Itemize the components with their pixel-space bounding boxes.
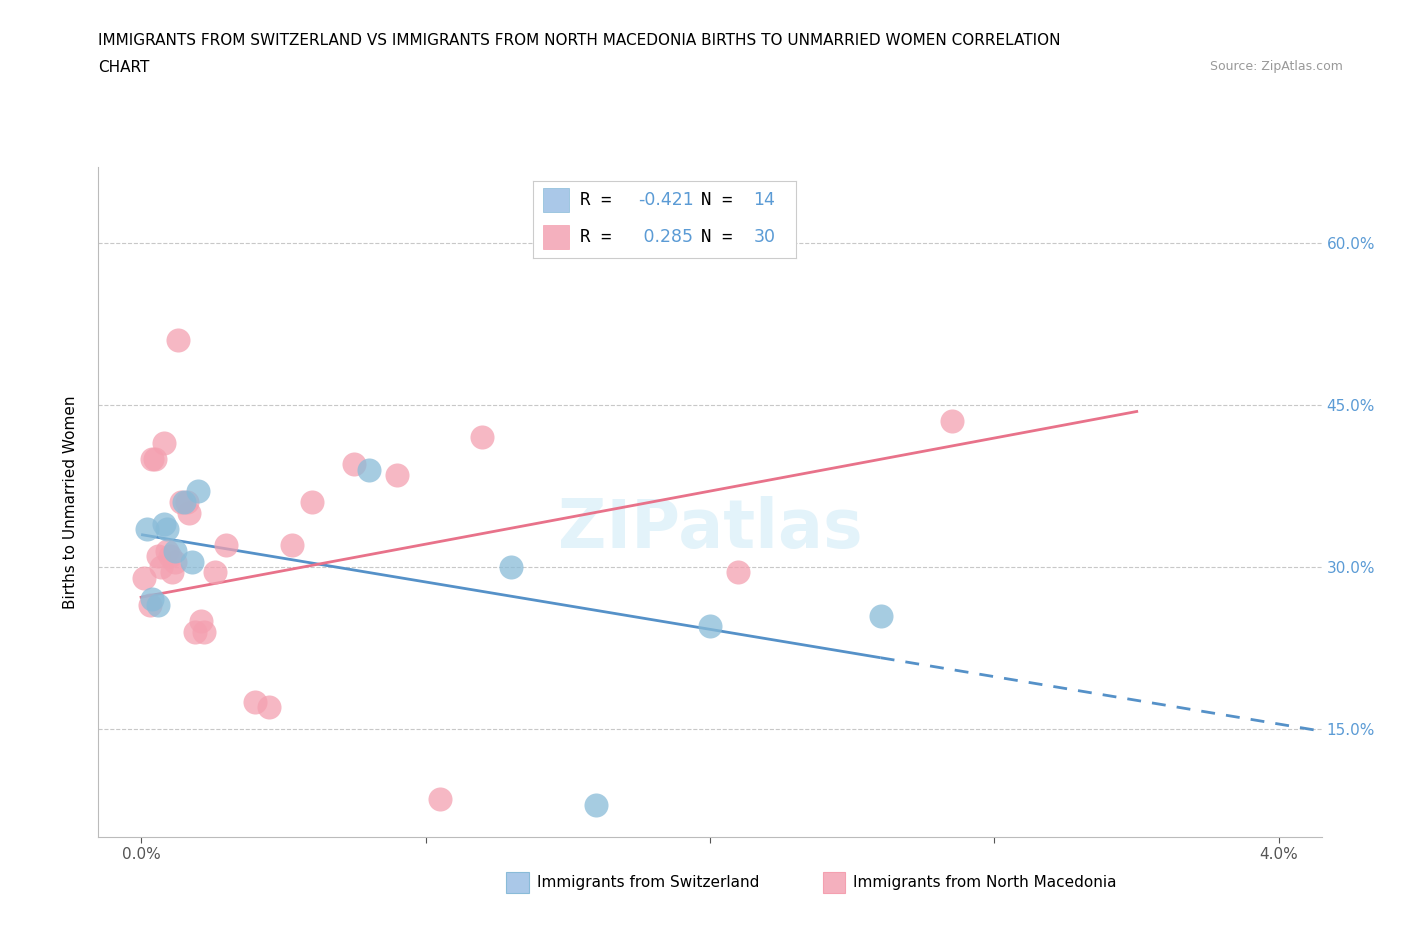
Point — [941, 414, 963, 429]
Point — [165, 543, 187, 558]
Text: CHART: CHART — [98, 60, 150, 75]
Point — [156, 522, 179, 537]
Point — [301, 495, 323, 510]
Point — [146, 597, 169, 612]
Point — [357, 462, 380, 477]
Point — [184, 624, 207, 639]
Point — [179, 506, 201, 521]
Point — [699, 619, 721, 634]
Point — [143, 452, 166, 467]
Text: Source: ZipAtlas.com: Source: ZipAtlas.com — [1209, 60, 1343, 73]
Text: IMMIGRANTS FROM SWITZERLAND VS IMMIGRANTS FROM NORTH MACEDONIA BIRTHS TO UNMARRI: IMMIGRANTS FROM SWITZERLAND VS IMMIGRANT… — [98, 33, 1062, 47]
Point — [281, 538, 304, 552]
Point — [141, 592, 163, 607]
Point — [170, 495, 193, 510]
Text: ZIPatlas: ZIPatlas — [558, 496, 862, 562]
Point — [187, 484, 209, 498]
Point — [153, 516, 176, 531]
Point — [343, 457, 366, 472]
Point — [257, 700, 280, 715]
Point — [215, 538, 238, 552]
Y-axis label: Births to Unmarried Women: Births to Unmarried Women — [63, 395, 77, 609]
Point — [190, 614, 212, 629]
Point — [135, 522, 157, 537]
Point — [471, 430, 494, 445]
Point — [181, 554, 204, 569]
Point — [385, 468, 408, 483]
Point — [176, 495, 198, 510]
Point — [138, 597, 160, 612]
Point — [193, 624, 215, 639]
Point — [204, 565, 226, 579]
Text: Immigrants from Switzerland: Immigrants from Switzerland — [537, 875, 759, 890]
Point — [150, 560, 173, 575]
Text: Immigrants from North Macedonia: Immigrants from North Macedonia — [853, 875, 1116, 890]
Point — [165, 554, 187, 569]
Point — [167, 333, 190, 348]
Point — [499, 560, 522, 575]
Point — [585, 797, 607, 812]
Point — [727, 565, 749, 579]
Point — [243, 695, 266, 710]
Point — [159, 549, 181, 564]
Point — [429, 791, 451, 806]
Point — [141, 452, 163, 467]
Point — [173, 495, 195, 510]
Point — [162, 565, 184, 579]
Point — [156, 543, 179, 558]
Point — [132, 570, 155, 585]
Point — [153, 435, 176, 450]
Point — [869, 608, 891, 623]
Point — [146, 549, 169, 564]
